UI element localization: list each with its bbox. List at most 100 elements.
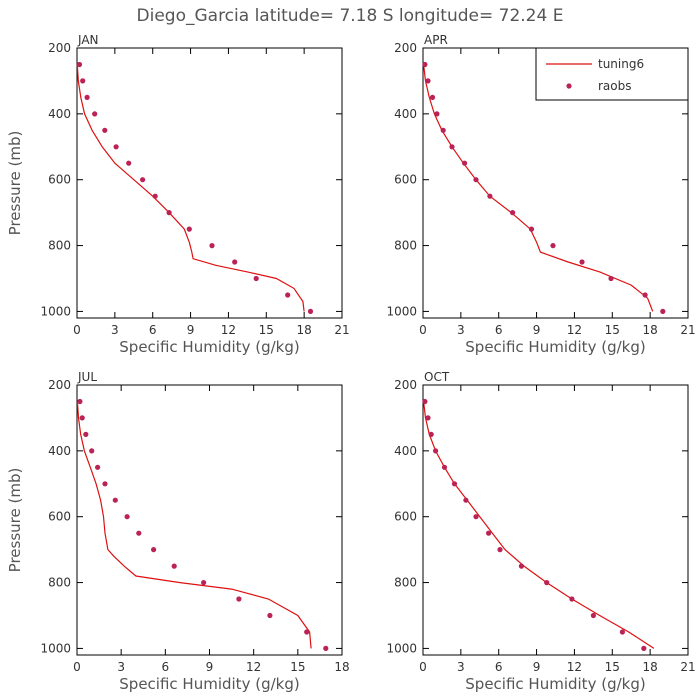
data-point-raobs	[77, 398, 83, 405]
x-axis-label: Specific Humidity (g/kg)	[119, 338, 299, 356]
x-tick-label: 12	[567, 323, 582, 337]
data-point-raobs	[151, 547, 157, 553]
data-point-raobs	[102, 127, 108, 133]
x-tick-label: 6	[495, 660, 503, 674]
series-line-tuning6	[423, 401, 655, 649]
x-tick-label: 3	[457, 660, 465, 674]
data-point-raobs	[425, 415, 431, 421]
data-point-raobs	[76, 61, 83, 68]
data-point-raobs	[236, 596, 242, 602]
data-point-raobs	[641, 645, 647, 652]
data-point-raobs	[619, 629, 626, 635]
y-axis-label: Pressure (mb)	[6, 468, 24, 573]
x-tick-label: 0	[73, 660, 81, 674]
panel-jan: JAN 0 3 6 9 12 15 18 21 200 400 600 800 1000 Specific …	[6, 33, 350, 356]
data-point-raobs	[201, 580, 207, 586]
y-tick-label: 200	[48, 41, 71, 55]
data-point-raobs	[463, 497, 469, 503]
y-tick-label: 400	[394, 444, 417, 458]
x-tick-label: 18	[643, 323, 658, 337]
x-tick-label: 12	[246, 660, 261, 674]
data-point-raobs	[550, 243, 556, 249]
y-tick-label: 400	[48, 107, 71, 121]
y-tick-label: 600	[394, 173, 417, 187]
data-point-raobs	[89, 448, 95, 454]
data-point-raobs	[285, 292, 291, 298]
plot-frame	[422, 384, 689, 656]
panel-label: JAN	[77, 33, 99, 47]
data-point-raobs	[209, 243, 215, 249]
data-point-raobs	[441, 464, 448, 470]
x-tick-label: 21	[680, 323, 695, 337]
x-tick-label: 0	[73, 323, 81, 337]
y-tick-label: 800	[48, 239, 71, 253]
y-tick-label: 400	[48, 444, 71, 458]
y-tick-label: 200	[48, 378, 71, 392]
x-tick-label: 12	[221, 323, 236, 337]
x-tick-label: 15	[605, 323, 620, 337]
data-point-raobs	[84, 94, 90, 100]
data-point-raobs	[487, 193, 493, 199]
x-tick-label: 18	[297, 323, 312, 337]
legend-dot-swatch	[566, 83, 572, 89]
data-point-raobs	[102, 481, 108, 487]
y-tick-label: 800	[394, 239, 417, 253]
x-tick-label: 9	[206, 660, 214, 674]
x-tick-label: 3	[457, 323, 465, 337]
data-point-raobs	[590, 612, 597, 619]
y-tick-label: 600	[48, 173, 71, 187]
data-point-raobs	[608, 275, 614, 282]
data-point-raobs	[124, 514, 130, 520]
data-point-raobs	[544, 580, 550, 586]
legend-box	[535, 47, 689, 101]
x-tick-label: 6	[162, 660, 170, 674]
series-line-tuning6	[76, 64, 305, 312]
x-tick-label: 0	[419, 660, 427, 674]
x-tick-label: 0	[419, 323, 427, 337]
data-point-raobs	[152, 193, 158, 199]
data-point-raobs	[425, 78, 431, 84]
data-point-raobs	[171, 563, 177, 569]
data-point-raobs	[428, 431, 434, 437]
series-line-tuning6	[76, 401, 312, 649]
data-point-raobs	[451, 481, 458, 487]
y-tick-label: 1000	[40, 304, 71, 318]
x-tick-label: 3	[117, 660, 125, 674]
y-tick-label: 400	[394, 107, 417, 121]
data-point-raobs	[186, 226, 192, 232]
x-axis-label: Specific Humidity (g/kg)	[119, 675, 299, 693]
panel-label: JUL	[77, 370, 97, 384]
data-point-raobs	[486, 530, 492, 536]
data-point-raobs	[112, 497, 118, 503]
x-axis-label: Specific Humidity (g/kg)	[465, 338, 645, 356]
panel-apr: APR 0 3 6 9 12 15 18 21 200 400 600 800 1000 Specific …	[386, 33, 695, 356]
data-point-raobs	[166, 210, 172, 216]
data-point-raobs	[323, 645, 329, 652]
panel-label: OCT	[424, 370, 450, 384]
x-axis-label: Specific Humidity (g/kg)	[465, 675, 645, 693]
data-point-raobs	[307, 308, 314, 314]
x-tick-label: 6	[149, 323, 157, 337]
x-tick-label: 9	[187, 323, 195, 337]
y-tick-label: 600	[48, 510, 71, 524]
plot-frame	[76, 47, 343, 319]
x-tick-label: 15	[605, 660, 620, 674]
y-tick-label: 200	[394, 378, 417, 392]
legend-label-obs: raobs	[598, 79, 632, 93]
data-point-raobs	[462, 160, 468, 166]
y-tick-label: 200	[394, 41, 417, 55]
data-point-raobs	[518, 563, 525, 569]
x-tick-label: 12	[567, 660, 582, 674]
data-point-raobs	[569, 596, 575, 602]
panel-jul: JUL 0 3 6 9 12 15 18 200 400 600 800 1000 Specific Hu…	[6, 370, 350, 693]
x-tick-label: 15	[259, 323, 274, 337]
data-point-raobs	[473, 177, 479, 183]
x-tick-label: 9	[533, 323, 541, 337]
data-point-raobs	[232, 259, 238, 265]
data-point-raobs	[83, 431, 89, 437]
data-point-raobs	[422, 61, 428, 68]
panel-oct: OCT 0 3 6 9 12 15 18 21 200 400 600 800 1000 Specific …	[386, 370, 695, 693]
legend-label-model: tuning6	[598, 57, 644, 71]
data-point-raobs	[433, 448, 439, 454]
